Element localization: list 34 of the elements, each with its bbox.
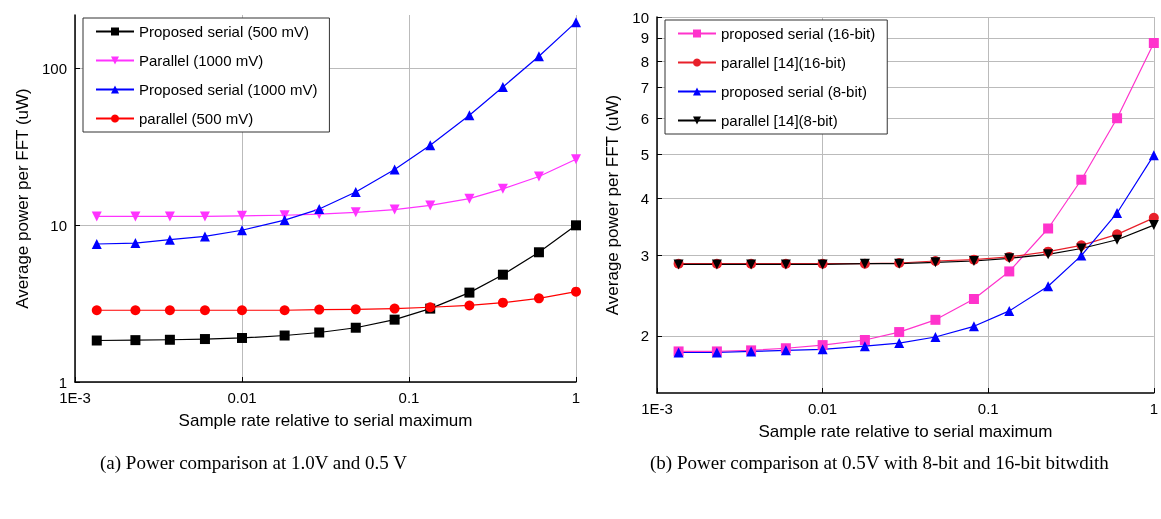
x-tick-label: 1 [571,389,581,406]
y-tick-label: 4 [640,190,649,208]
y-axis-title: Average power per FFT (uW) [13,88,33,309]
legend-label: proposed serial (8-bit) [721,83,867,100]
y-tick-label: 7 [640,79,649,97]
y-tick-label: 10 [632,8,649,26]
text: (a) Power comparison at 1.0V and 0.5 V [100,451,408,475]
y-tick-label: 1 [58,373,67,391]
y-tick-label: 10 [50,216,67,234]
y-tick-label: 100 [41,60,67,78]
x-tick-label: 1E-3 [641,400,673,417]
x-tick-label: 0.1 [977,400,999,417]
x-axis-title: Sample rate relative to serial maximum [178,411,473,430]
y-tick-label: 8 [640,52,649,70]
x-tick-label: 0.01 [808,400,838,417]
y-tick-label: 5 [640,145,649,163]
x-tick-label: 1 [1149,400,1158,417]
y-tick-label: 6 [640,109,649,127]
legend-label: proposed serial (16-bit) [721,25,876,42]
y-tick-label: 2 [640,327,649,345]
x-axis-title: Sample rate relative to serial maximum [758,422,1053,441]
y-tick-label: 3 [640,247,649,265]
x-tick-label: 1E-3 [59,389,91,406]
legend-label: parallel [14](8-bit) [721,112,838,129]
x-tick-label: 0.1 [398,389,420,406]
text: (b) Power comparison at 0.5V with 8-bit and 16-bit bitwdith [650,451,1110,475]
y-tick-label: 9 [640,29,649,47]
y-axis-title: Average power per FFT (uW) [603,94,623,316]
legend-label: Proposed serial (1000 mV) [139,81,318,98]
legend-label: Parallel (1000 mV) [139,52,264,69]
legend-label: parallel (500 mV) [139,110,254,127]
legend-label: parallel [14](16-bit) [721,54,847,71]
x-tick-label: 0.01 [227,389,257,406]
legend-label: Proposed serial (500 mV) [139,23,310,40]
